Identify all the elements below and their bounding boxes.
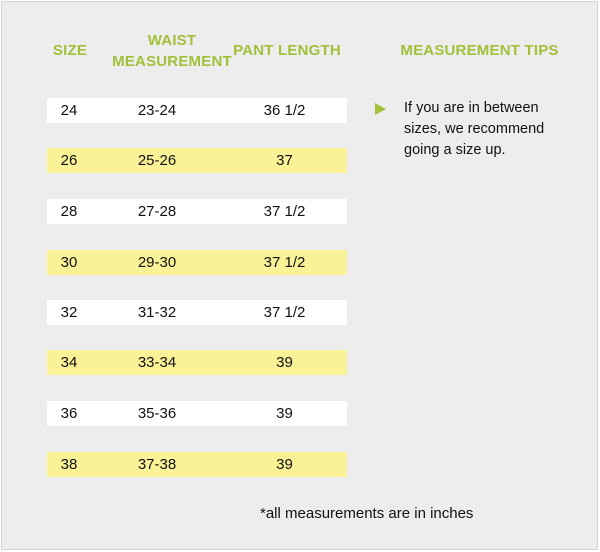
table-row: 36 35-36 39 bbox=[47, 401, 347, 426]
length-cell: 37 1/2 bbox=[263, 254, 306, 271]
waist-cell: 25-26 bbox=[137, 152, 177, 169]
size-cell: 34 bbox=[60, 354, 78, 371]
table-row: 32 31-32 37 1/2 bbox=[47, 300, 347, 325]
waist-cell: 29-30 bbox=[137, 254, 177, 271]
size-cell: 30 bbox=[60, 254, 78, 271]
length-cell: 39 bbox=[276, 405, 293, 422]
size-cell: 32 bbox=[60, 304, 78, 321]
size-cell: 36 bbox=[60, 405, 78, 422]
table-row: 38 37-38 39 bbox=[47, 452, 347, 477]
size-cell: 28 bbox=[60, 203, 78, 220]
length-cell: 37 bbox=[276, 152, 293, 169]
waist-cell: 27-28 bbox=[137, 203, 177, 220]
triangle-bullet-icon bbox=[375, 103, 386, 115]
table-row: 28 27-28 37 1/2 bbox=[47, 199, 347, 224]
header-pant-length: PANT LENGTH bbox=[233, 42, 341, 59]
table-row: 26 25-26 37 bbox=[47, 148, 347, 173]
waist-cell: 37-38 bbox=[137, 456, 177, 473]
length-cell: 36 1/2 bbox=[263, 102, 306, 119]
length-cell: 37 1/2 bbox=[263, 304, 306, 321]
length-cell: 39 bbox=[276, 354, 293, 371]
tip-text: If you are in between sizes, we recommen… bbox=[404, 100, 545, 158]
table-row: 24 23-24 36 1/2 bbox=[47, 98, 347, 123]
header-waist-line1: WAIST bbox=[147, 32, 197, 49]
length-cell: 39 bbox=[276, 456, 293, 473]
header-waist: WAIST MEASUREMENT bbox=[102, 30, 242, 72]
table-row: 30 29-30 37 1/2 bbox=[47, 250, 347, 275]
header-size: SIZE bbox=[52, 42, 88, 59]
header-measurement-tips: MEASUREMENT TIPS bbox=[400, 42, 559, 59]
waist-cell: 33-34 bbox=[137, 354, 177, 371]
header-waist-line2: MEASUREMENT bbox=[112, 53, 232, 70]
waist-cell: 31-32 bbox=[137, 304, 177, 321]
footnote: *all measurements are in inches bbox=[260, 505, 474, 522]
length-cell: 37 1/2 bbox=[263, 203, 306, 220]
size-cell: 24 bbox=[60, 102, 78, 119]
waist-cell: 35-36 bbox=[137, 405, 177, 422]
table-row: 34 33-34 39 bbox=[47, 350, 347, 375]
size-cell: 26 bbox=[60, 152, 78, 169]
size-cell: 38 bbox=[60, 456, 78, 473]
waist-cell: 23-24 bbox=[137, 102, 177, 119]
